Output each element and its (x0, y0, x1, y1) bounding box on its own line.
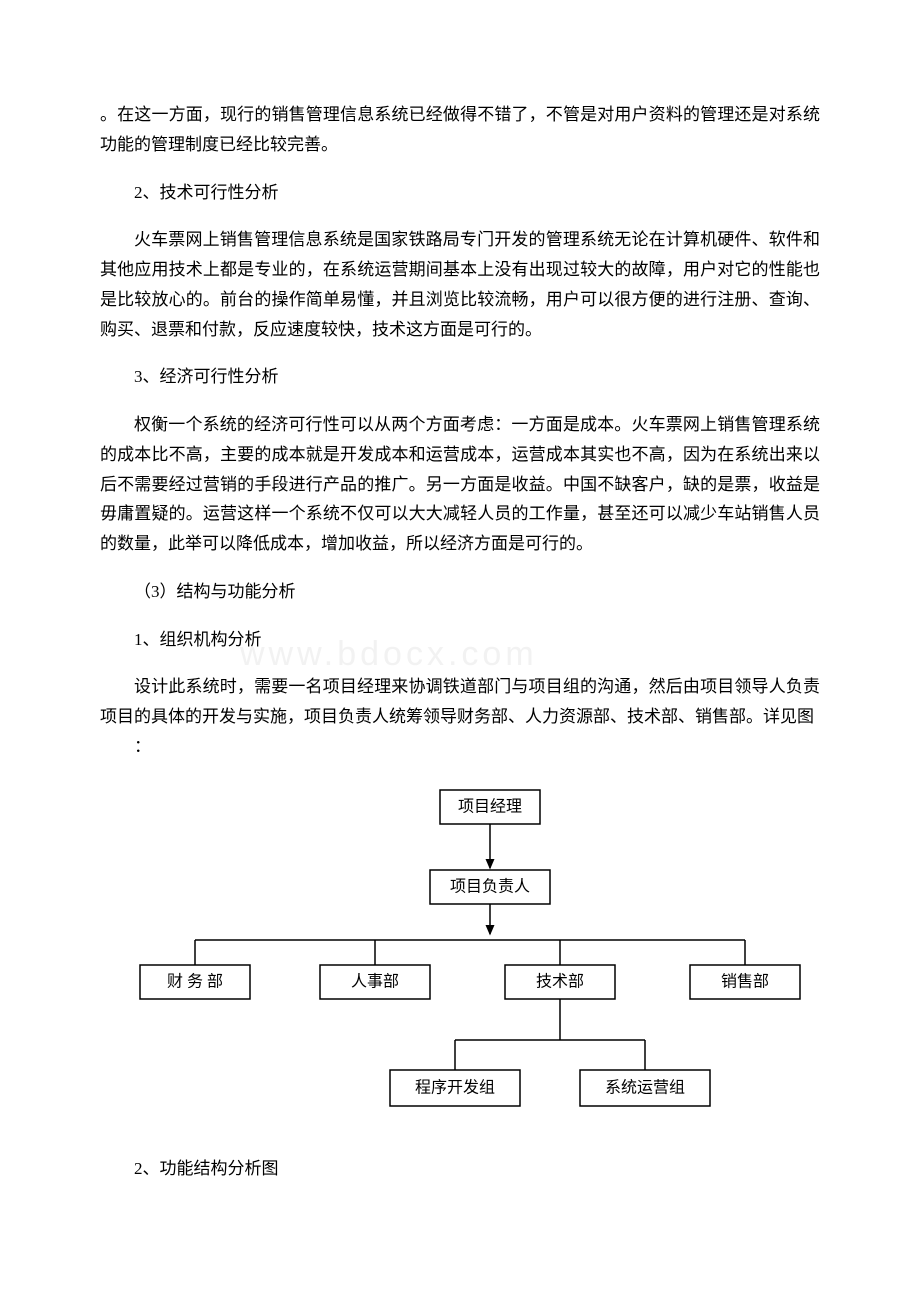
svg-text:人事部: 人事部 (351, 972, 399, 990)
org-chart: 项目经理项目负责人财 务 部 人事部 技术部 销售部程序开发组 系统运营组 (100, 780, 820, 1130)
svg-text:财 务 部: 财 务 部 (167, 972, 223, 990)
svg-text:程序开发组: 程序开发组 (415, 1078, 495, 1096)
paragraph-econ-feasibility: 权衡一个系统的经济可行性可以从两个方面考虑：一方面是成本。火车票网上销售管理系统… (100, 410, 820, 559)
document-page: www.bdocx.com 。在这一方面，现行的销售管理信息系统已经做得不错了，… (0, 0, 920, 1261)
paragraph-org-desc-colon: ： (100, 732, 820, 762)
svg-text:项目经理: 项目经理 (458, 797, 522, 815)
heading-tech-feasibility: 2、技术可行性分析 (100, 178, 820, 208)
svg-text:销售部: 销售部 (721, 972, 769, 990)
heading-structure-function: （3）结构与功能分析 (100, 577, 820, 607)
paragraph-continuation: 。在这一方面，现行的销售管理信息系统已经做得不错了，不管是对用户资料的管理还是对… (100, 100, 820, 160)
heading-org-analysis: 1、组织机构分析 (100, 625, 820, 655)
svg-text:技术部: 技术部 (536, 972, 584, 990)
heading-econ-feasibility: 3、经济可行性分析 (100, 362, 820, 392)
paragraph-org-desc: 设计此系统时，需要一名项目经理来协调铁道部门与项目组的沟通，然后由项目领导人负责… (100, 672, 820, 732)
svg-text:项目负责人: 项目负责人 (450, 877, 530, 895)
org-chart-svg: 项目经理项目负责人财 务 部 人事部 技术部 销售部程序开发组 系统运营组 (110, 780, 810, 1130)
svg-text:系统运营组: 系统运营组 (605, 1078, 685, 1096)
heading-function-structure: 2、功能结构分析图 (100, 1154, 820, 1184)
paragraph-tech-feasibility: 火车票网上销售管理信息系统是国家铁路局专门开发的管理系统无论在计算机硬件、软件和… (100, 225, 820, 344)
